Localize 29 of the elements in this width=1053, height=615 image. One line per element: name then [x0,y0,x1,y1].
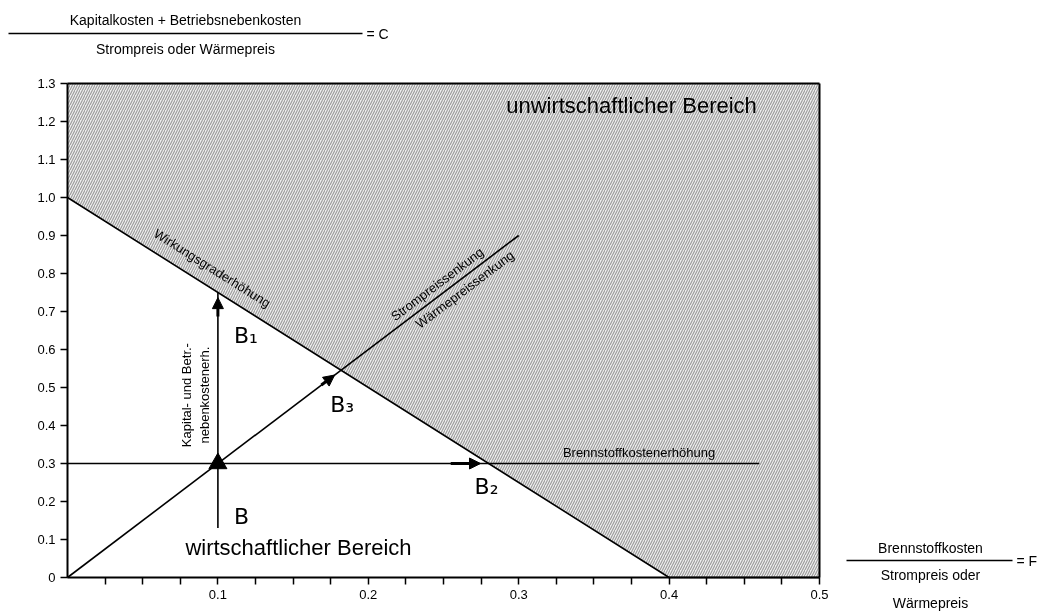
y-tick-label: 0.5 [37,380,56,395]
x-tick-label: 0.2 [359,586,378,602]
x-tick-label: 0.5 [810,586,829,602]
y-tick-label: 0.4 [37,418,56,433]
y-tick-label: 0.1 [37,532,56,547]
y-tick-label: 1.2 [37,114,56,129]
annotation: unwirtschaftlicher Bereich [506,93,757,118]
y-tick-label: 0.2 [37,494,56,509]
annotation: Brennstoffkostenerhöhung [562,444,716,460]
annotation: B [233,503,249,529]
annotation: Kapital- und Betr.- nebenkostenerh. [178,343,212,448]
annotation: B₂ [474,473,499,499]
y-tick-label: 1.1 [37,152,56,167]
y-tick-label: 1.3 [37,76,56,91]
y-tick-label: 0.8 [37,266,56,281]
y-tick-label: 0.7 [37,304,56,319]
y-tick-label: 0.3 [37,456,56,471]
y-tick-label: 0.6 [37,342,56,357]
x-tick-label: 0.1 [208,586,227,602]
text: Kapitalkosten + Betriebsnebenkosten Strompreis oder Wärmepreis = C [69,12,389,57]
y-tick-label: 0.9 [37,228,56,243]
annotation: B₁ [233,322,258,348]
y-tick-label: 0 [48,570,56,585]
x-tick-label: 0.4 [660,586,679,602]
y-tick-label: 1.0 [37,190,56,205]
annotation: wirtschaftlicher Bereich [184,535,412,560]
annotation: B₃ [330,392,355,418]
text: Brennstoffkosten Strompreis oder Wärmepreis = F [878,539,1038,611]
x-tick-label: 0.3 [509,586,528,602]
